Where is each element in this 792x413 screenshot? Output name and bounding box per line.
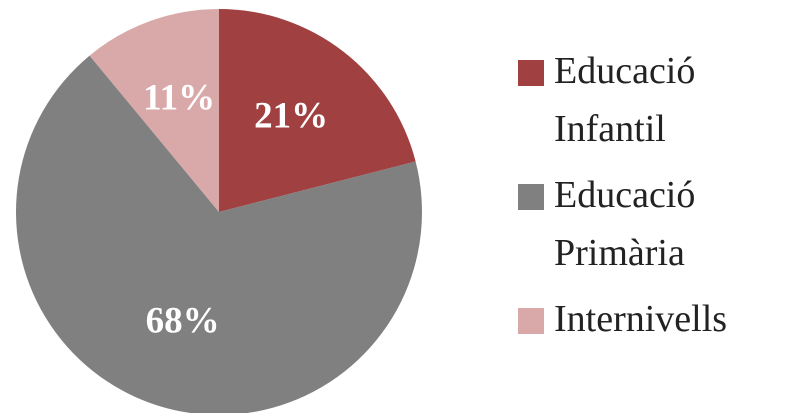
legend-label: Educació Infantil (554, 50, 696, 150)
slice-label: 11% (143, 78, 215, 119)
legend-swatch (518, 308, 544, 334)
legend-item: Internivells (518, 290, 792, 348)
legend-item: Educació Primària (518, 166, 792, 282)
legend: Educació Infantil Educació Primària Intern… (518, 42, 792, 356)
legend-swatch (518, 60, 544, 86)
slice-label: 68% (146, 300, 220, 341)
chart: 21% 68% 11% (16, 9, 422, 413)
pie-slice (89, 9, 219, 212)
pie-slice (219, 9, 416, 212)
legend-swatch (518, 184, 544, 210)
slice-label: 21% (254, 95, 328, 136)
legend-label: Internivells (554, 298, 728, 340)
pie-slice (16, 55, 422, 413)
legend-label: Educació Primària (554, 174, 696, 274)
legend-item: Educació Infantil (518, 42, 792, 158)
